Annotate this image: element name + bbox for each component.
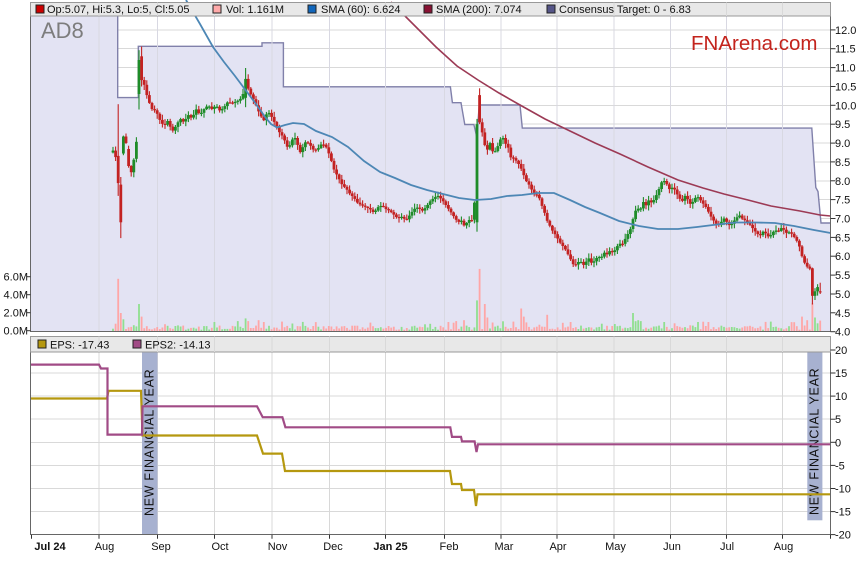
svg-text:5: 5 (835, 414, 841, 426)
svg-text:15: 15 (835, 368, 847, 380)
svg-text:Aug: Aug (774, 541, 794, 553)
svg-text:NEW FINANCIAL YEAR: NEW FINANCIAL YEAR (808, 368, 822, 515)
svg-text:20: 20 (835, 345, 847, 357)
svg-text:2.0M: 2.0M (4, 308, 28, 320)
svg-text:0.0M: 0.0M (4, 326, 28, 338)
svg-text:FNArena.com: FNArena.com (691, 32, 817, 55)
svg-text:AD8: AD8 (41, 18, 84, 43)
svg-text:-10: -10 (835, 484, 851, 496)
svg-text:12.0: 12.0 (835, 25, 856, 37)
svg-text:0: 0 (835, 437, 841, 449)
svg-text:Jul 24: Jul 24 (34, 541, 66, 553)
svg-text:7.5: 7.5 (835, 195, 850, 207)
svg-text:Vol: 1.161M: Vol: 1.161M (226, 4, 284, 16)
svg-text:Op:5.07, Hi:5.3, Lo:5, Cl:5.05: Op:5.07, Hi:5.3, Lo:5, Cl:5.05 (47, 4, 189, 16)
svg-text:SMA (60): 6.624: SMA (60): 6.624 (321, 4, 401, 16)
svg-text:10: 10 (835, 391, 847, 403)
svg-text:10.5: 10.5 (835, 82, 856, 94)
svg-text:Aug: Aug (95, 541, 115, 553)
svg-text:-15: -15 (835, 507, 851, 519)
svg-text:9.0: 9.0 (835, 138, 850, 150)
svg-text:6.0: 6.0 (835, 251, 850, 263)
svg-text:-5: -5 (835, 460, 845, 472)
svg-text:4.5: 4.5 (835, 308, 850, 320)
svg-text:8.5: 8.5 (835, 157, 850, 169)
svg-text:4.0: 4.0 (835, 327, 850, 339)
svg-text:EPS: -17.43: EPS: -17.43 (50, 340, 109, 352)
svg-text:Mar: Mar (495, 541, 514, 553)
svg-text:7.0: 7.0 (835, 214, 850, 226)
svg-text:-20: -20 (835, 530, 851, 542)
svg-text:9.5: 9.5 (835, 119, 850, 131)
svg-text:Oct: Oct (211, 541, 228, 553)
svg-text:SMA (200): 7.074: SMA (200): 7.074 (436, 4, 522, 16)
svg-text:6.0M: 6.0M (4, 272, 28, 284)
svg-text:Dec: Dec (323, 541, 343, 553)
svg-text:Sep: Sep (151, 541, 171, 553)
svg-text:Jan 25: Jan 25 (373, 541, 407, 553)
svg-text:Nov: Nov (268, 541, 288, 553)
svg-text:11.0: 11.0 (835, 63, 856, 75)
svg-text:Jun: Jun (663, 541, 681, 553)
svg-text:Jul: Jul (720, 541, 734, 553)
svg-text:EPS2: -14.13: EPS2: -14.13 (145, 340, 210, 352)
svg-text:Feb: Feb (440, 541, 459, 553)
svg-text:6.5: 6.5 (835, 232, 850, 244)
svg-text:4.0M: 4.0M (4, 290, 28, 302)
svg-text:Consensus Target: 0 - 6.83: Consensus Target: 0 - 6.83 (559, 4, 691, 16)
svg-text:5.0: 5.0 (835, 289, 850, 301)
svg-text:May: May (605, 541, 626, 553)
svg-text:Apr: Apr (549, 541, 566, 553)
svg-text:8.0: 8.0 (835, 176, 850, 188)
svg-text:11.5: 11.5 (835, 44, 856, 56)
svg-text:10.0: 10.0 (835, 100, 856, 112)
svg-text:NEW FINANCIAL YEAR: NEW FINANCIAL YEAR (143, 369, 157, 516)
svg-text:5.5: 5.5 (835, 270, 850, 282)
